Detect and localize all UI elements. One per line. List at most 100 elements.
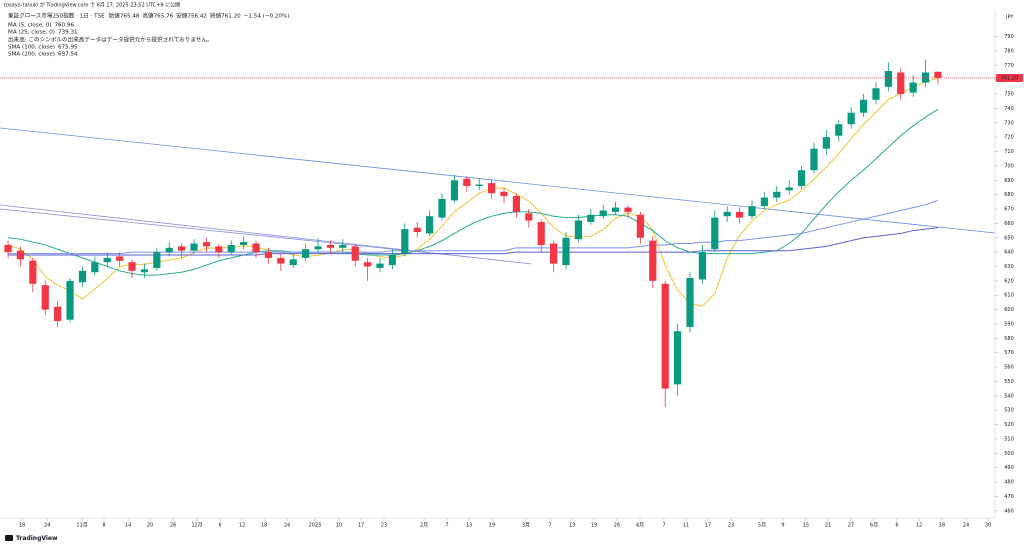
candle-body (574, 220, 582, 240)
x-tick-label: 21 (825, 523, 831, 529)
x-tick-label: 27 (848, 523, 854, 529)
legend-name: MA (25, close, 0) (8, 30, 55, 36)
volume-note: 出来高: このシンボルの出来高データはデータ提供元から提供されておりません。 (8, 36, 213, 44)
candle-body (475, 184, 483, 187)
x-tick-label: 26 (170, 523, 176, 529)
x-tick-label: 14 (125, 523, 131, 529)
x-tick-label: 23 (381, 523, 387, 529)
y-tick-label: 720 (1004, 135, 1014, 141)
y-tick-label: 470 (1004, 494, 1014, 500)
y-tick-label: 640 (1004, 250, 1014, 256)
candle-body (822, 137, 830, 149)
trendline (0, 127, 996, 234)
legend-value: 739.31 (58, 30, 78, 36)
last-price-box (996, 73, 1023, 82)
x-tick-label: 6 (895, 523, 898, 529)
candle-body (16, 250, 25, 260)
x-tick-label: 12 (916, 523, 922, 529)
candle-body (128, 262, 136, 271)
footer: TradingView (16, 535, 58, 542)
legend-value: 697.54 (58, 52, 78, 58)
candle-body (897, 72, 905, 95)
y-tick-label: 650 (1004, 235, 1014, 241)
candle-body (401, 229, 409, 254)
candle-body (326, 244, 335, 248)
candle-body (624, 207, 632, 212)
last-price-label: 761.20 (1001, 75, 1019, 81)
x-tick-label: 3月 (522, 523, 530, 529)
x-tick-label: 11月 (76, 523, 87, 529)
y-tick-label: 790 (1004, 34, 1014, 40)
quote-item: 安値756.42 (176, 12, 207, 20)
candle-body (500, 191, 508, 197)
candle-body (934, 71, 942, 78)
y-tick-label: 490 (1004, 465, 1014, 471)
legend-value: 675.95 (58, 45, 78, 51)
candle-body (463, 178, 471, 187)
candle-body (636, 214, 644, 238)
x-tick-label: 18 (261, 523, 267, 529)
x-tick-label: 6月 (870, 523, 878, 529)
x-tick-label: 5月 (758, 523, 766, 529)
y-tick-label: 540 (1004, 393, 1014, 399)
candle-body (78, 270, 87, 283)
x-tick-label: 7 (662, 523, 665, 529)
y-tick-label: 630 (1004, 264, 1014, 270)
candle-body (4, 244, 12, 253)
candle-body (66, 280, 74, 320)
y-tick-label: 570 (1004, 350, 1014, 356)
y-tick-label: 750 (1004, 92, 1014, 98)
x-tick-label: 20 (147, 523, 153, 529)
candle-body (91, 262, 99, 273)
candle-body (562, 237, 570, 266)
candle-body (165, 247, 173, 253)
x-tick-label: 19 (591, 523, 597, 529)
candle-body (202, 242, 211, 247)
indicator-line (8, 108, 939, 276)
candle-body (649, 240, 657, 281)
candle-body (525, 213, 533, 221)
y-tick-label: 550 (1004, 379, 1014, 385)
x-tick-label: 10 (336, 523, 342, 529)
x-tick-label: 24 (284, 523, 290, 529)
y-tick-label: 520 (1004, 422, 1014, 428)
x-tick-label: 2月 (420, 523, 428, 529)
legend-name: MA (5, close, 0) (8, 23, 51, 29)
candle-body (227, 244, 235, 253)
y-tick-label: 730 (1004, 120, 1014, 126)
y-tick-label: 480 (1004, 480, 1014, 486)
y-tick-label: 770 (1004, 63, 1014, 69)
symbol: 東証グロース市場250指数 · 1日 · TSE (8, 12, 105, 20)
candle-body (438, 198, 446, 218)
x-tick-label: 15 (803, 523, 809, 529)
y-tick-label: 560 (1004, 365, 1014, 371)
x-tick-label: 11 (683, 523, 689, 529)
candle-body (859, 99, 868, 113)
y-tick-label: 510 (1004, 436, 1014, 442)
x-tick-label: 6 (218, 523, 221, 529)
candle-body (376, 263, 384, 268)
candle-body (698, 252, 706, 280)
quote-item: 終値761.20 (210, 12, 241, 20)
x-tick-label: 7 (445, 523, 448, 529)
candle-body (686, 277, 694, 327)
candle-body (488, 183, 496, 194)
candle-body (153, 252, 161, 268)
legend-name: SMA (100, close) (8, 45, 55, 51)
candle-body (54, 306, 62, 322)
candle-body (711, 217, 719, 250)
x-tick-label: 18 (19, 523, 25, 529)
candle-body (599, 210, 607, 217)
quote-item: −1.54 (−0.20%) (244, 14, 290, 20)
candle-body (723, 211, 731, 217)
candle-body (178, 246, 186, 251)
x-tick-label: 13 (569, 523, 575, 529)
candle-body (277, 257, 285, 264)
candle-body (413, 227, 421, 233)
candle-body (240, 242, 248, 245)
x-tick-label: 26 (614, 523, 620, 529)
